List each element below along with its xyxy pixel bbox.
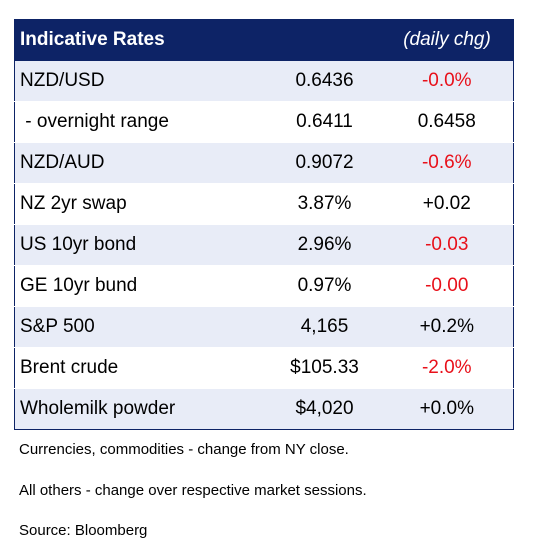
rate-rows: NZD/USD 0.6436 -0.0% - overnight range 0… (14, 60, 515, 430)
rate-name: NZ 2yr swap (14, 183, 235, 225)
rate-name: - overnight range (14, 101, 235, 143)
rate-name: NZD/AUD (14, 142, 235, 184)
daily-change-header: (daily chg) (380, 19, 515, 61)
rate-change: +0.0% (380, 388, 515, 430)
rate-name: GE 10yr bund (14, 265, 235, 307)
rate-change: -0.6% (380, 142, 515, 184)
rate-value: 3.87% (234, 183, 381, 225)
rate-change: +0.02 (380, 183, 515, 225)
rate-name: NZD/USD (14, 60, 235, 102)
table-row: NZD/AUD 0.9072 -0.6% (14, 142, 515, 184)
rate-change: -2.0% (380, 347, 515, 389)
table-title: Indicative Rates (13, 19, 382, 61)
indicative-rates-table: Indicative Rates (daily chg) NZD/USD 0.6… (13, 19, 515, 430)
rate-name: S&P 500 (14, 306, 235, 348)
rate-change: +0.2% (380, 306, 515, 348)
rate-value: 0.97% (234, 265, 381, 307)
table-row: - overnight range 0.6411 0.6458 (14, 101, 515, 143)
rate-value: 0.6411 (234, 101, 381, 143)
rate-value: 0.6436 (234, 60, 381, 102)
source-note: Source: Bloomberg (19, 522, 148, 539)
rate-change: -0.0% (380, 60, 515, 102)
table-row: NZ 2yr swap 3.87% +0.02 (14, 183, 515, 225)
rate-change: -0.00 (380, 265, 515, 307)
rate-value: 0.9072 (234, 142, 381, 184)
table-row: GE 10yr bund 0.97% -0.00 (14, 265, 515, 307)
table-row: NZD/USD 0.6436 -0.0% (14, 60, 515, 102)
note-others: All others - change over respective mark… (19, 482, 367, 499)
rate-name: Wholemilk powder (14, 388, 235, 430)
rate-change: 0.6458 (380, 101, 515, 143)
rate-name: Brent crude (14, 347, 235, 389)
rate-value: 4,165 (234, 306, 381, 348)
table-row: S&P 500 4,165 +0.2% (14, 306, 515, 348)
rate-value: $4,020 (234, 388, 381, 430)
note-currencies: Currencies, commodities - change from NY… (19, 441, 349, 458)
table-row: Brent crude $105.33 -2.0% (14, 347, 515, 389)
table-row: US 10yr bond 2.96% -0.03 (14, 224, 515, 266)
rate-change: -0.03 (380, 224, 515, 266)
rate-value: $105.33 (234, 347, 381, 389)
rate-name: US 10yr bond (14, 224, 235, 266)
table-row: Wholemilk powder $4,020 +0.0% (14, 388, 515, 430)
table-header-row: Indicative Rates (daily chg) (13, 19, 515, 61)
rate-value: 2.96% (234, 224, 381, 266)
